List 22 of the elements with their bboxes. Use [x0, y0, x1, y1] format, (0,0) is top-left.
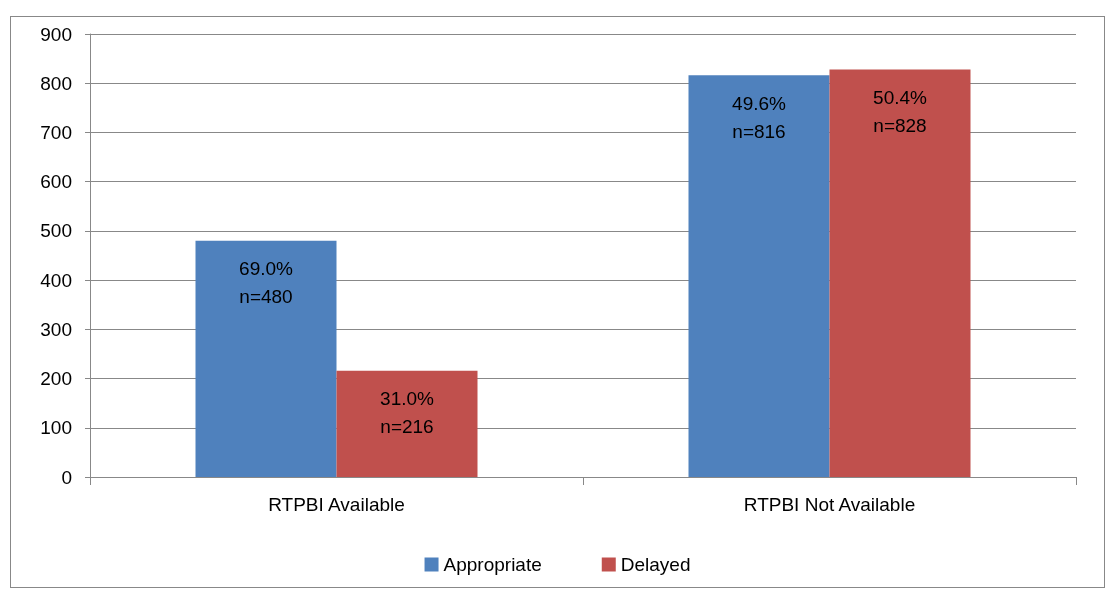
data-label: 49.6% n=816 — [732, 92, 787, 142]
bar — [688, 75, 830, 477]
y-tick-label: 0 — [61, 466, 72, 488]
data-label: 69.0% n=480 — [239, 258, 294, 308]
y-tick-label: 700 — [40, 121, 72, 143]
data-label: 31.0% n=216 — [380, 388, 435, 438]
bar — [336, 370, 478, 477]
x-tick-label: RTPBI Not Available — [743, 494, 916, 515]
y-tick-label: 200 — [40, 368, 72, 390]
y-tick-label: 600 — [40, 171, 72, 193]
bar — [195, 240, 337, 477]
y-tick-label: 300 — [40, 318, 72, 340]
data-label: 50.4% n=828 — [873, 86, 928, 136]
y-tick-label: 900 — [40, 23, 72, 45]
y-tick-label: 100 — [40, 417, 72, 439]
y-tick-label: 400 — [40, 269, 72, 291]
x-tick-label: RTPBI Available — [268, 494, 405, 515]
y-tick-label: 800 — [40, 72, 72, 94]
bar — [829, 69, 971, 477]
legend-label: Delayed — [620, 554, 691, 575]
y-tick-label: 500 — [40, 220, 72, 242]
legend-label: Appropriate — [443, 554, 542, 575]
